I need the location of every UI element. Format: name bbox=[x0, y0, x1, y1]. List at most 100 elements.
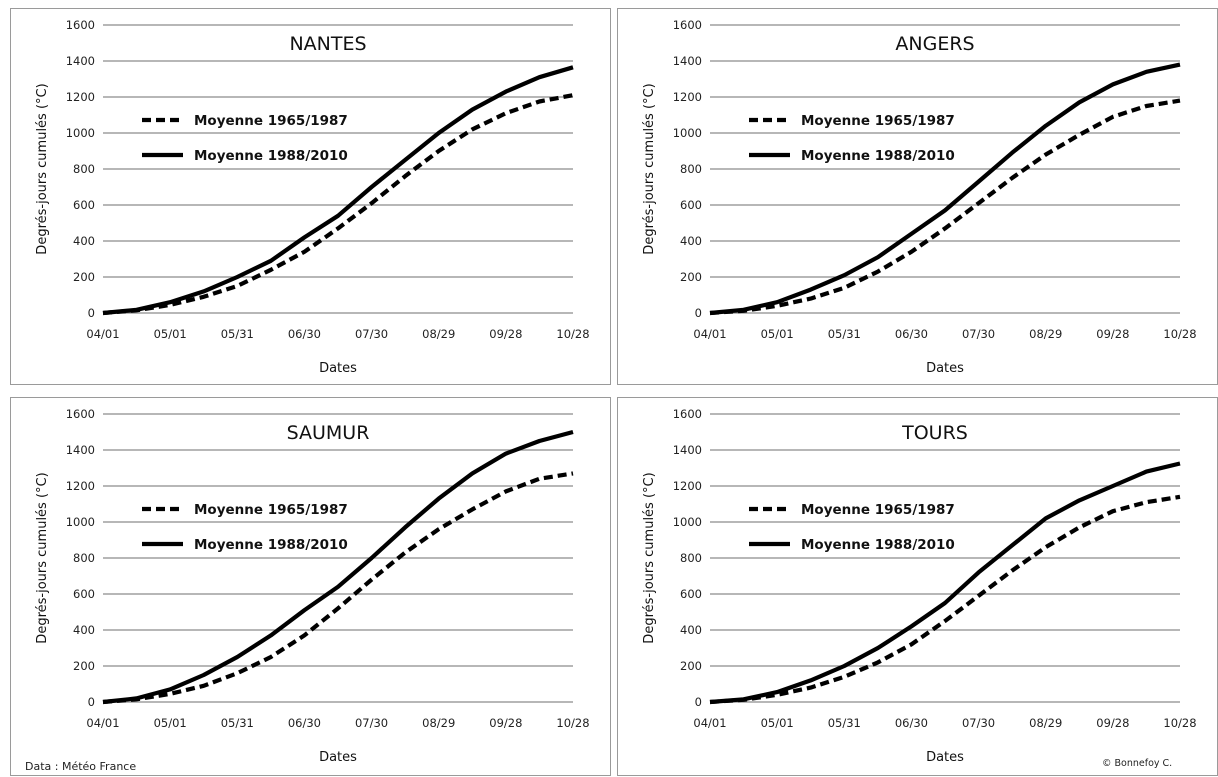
x-tick-label: 07/30 bbox=[355, 327, 388, 341]
source-note: Data : Météo France bbox=[25, 760, 137, 773]
series-line-1988-2010 bbox=[709, 62, 1181, 316]
x-tick-label: 10/28 bbox=[1163, 716, 1196, 730]
x-tick-label: 10/28 bbox=[556, 327, 589, 341]
chart-svg-angers: 0 200 400 600 800 1000 1200 1400 1600 04/01 05/01 0… bbox=[642, 18, 1197, 376]
y-tick-label: 800 bbox=[73, 551, 95, 565]
x-axis-title: Dates bbox=[319, 750, 357, 765]
y-tick-label: 0 bbox=[695, 306, 702, 320]
chart-svg-saumur: 0 200 400 600 800 1000 1200 1400 1600 04/01 05/01 0… bbox=[35, 407, 590, 765]
x-tick-label: 09/28 bbox=[489, 327, 522, 341]
y-tick-label: 1400 bbox=[66, 54, 95, 68]
chart-title-tours: TOURS bbox=[901, 422, 968, 444]
y-axis-title: Degrés-jours cumulés (°C) bbox=[642, 472, 657, 643]
y-tick-label: 400 bbox=[73, 623, 95, 637]
legend-label: Moyenne 1965/1987 bbox=[194, 502, 348, 518]
chart-panel-angers: 0 200 400 600 800 1000 1200 1400 1600 04/01 05/01 0… bbox=[617, 8, 1218, 385]
x-tick-label: 05/01 bbox=[154, 716, 187, 730]
legend-label: Moyenne 1965/1987 bbox=[194, 113, 348, 129]
legend-label: Moyenne 1988/2010 bbox=[194, 148, 348, 164]
y-tick-label: 1000 bbox=[673, 126, 702, 140]
legend-label: Moyenne 1965/1987 bbox=[801, 113, 955, 129]
y-tick-label: 1600 bbox=[66, 18, 95, 32]
chart-svg-tours: 0 200 400 600 800 1000 1200 1400 1600 04/01 05/01 0… bbox=[642, 407, 1197, 765]
credit-note: © Bonnefoy C. bbox=[1102, 758, 1173, 769]
y-tick-label: 200 bbox=[680, 659, 702, 673]
x-tick-label: 08/29 bbox=[1029, 327, 1062, 341]
series-line-1988-2010 bbox=[102, 429, 574, 705]
x-tick-label: 06/30 bbox=[288, 327, 321, 341]
y-tick-label: 1600 bbox=[673, 18, 702, 32]
y-tick-label: 800 bbox=[680, 162, 702, 176]
x-tick-label: 05/01 bbox=[761, 327, 794, 341]
series-line-1988-2010 bbox=[102, 65, 574, 316]
y-tick-label: 200 bbox=[73, 270, 95, 284]
x-tick-label: 09/28 bbox=[489, 716, 522, 730]
x-tick-label: 10/28 bbox=[1163, 327, 1196, 341]
x-tick-label: 06/30 bbox=[288, 716, 321, 730]
y-tick-label: 0 bbox=[88, 695, 95, 709]
y-tick-label: 1200 bbox=[66, 90, 95, 104]
x-tick-label: 06/30 bbox=[895, 716, 928, 730]
x-tick-label: 05/31 bbox=[221, 327, 254, 341]
series-line-1965-1987 bbox=[709, 98, 1181, 316]
y-tick-label: 400 bbox=[73, 234, 95, 248]
y-tick-label: 1000 bbox=[66, 515, 95, 529]
y-tick-label: 600 bbox=[73, 198, 95, 212]
x-tick-label: 07/30 bbox=[355, 716, 388, 730]
y-tick-label: 800 bbox=[73, 162, 95, 176]
x-tick-label: 08/29 bbox=[1029, 716, 1062, 730]
x-tick-label: 04/01 bbox=[86, 327, 119, 341]
x-tick-label: 05/31 bbox=[828, 327, 861, 341]
y-tick-label: 0 bbox=[695, 695, 702, 709]
y-tick-label: 1600 bbox=[673, 407, 702, 421]
y-tick-label: 800 bbox=[680, 551, 702, 565]
y-tick-label: 200 bbox=[680, 270, 702, 284]
x-tick-label: 09/28 bbox=[1096, 327, 1129, 341]
legend-label: Moyenne 1988/2010 bbox=[801, 148, 955, 164]
x-tick-label: 06/30 bbox=[895, 327, 928, 341]
legend-label: Moyenne 1988/2010 bbox=[194, 537, 348, 553]
x-tick-label: 10/28 bbox=[556, 716, 589, 730]
series-line-1988-2010 bbox=[709, 461, 1181, 705]
y-tick-label: 600 bbox=[73, 587, 95, 601]
legend-label: Moyenne 1965/1987 bbox=[801, 502, 955, 518]
chart-title-nantes: NANTES bbox=[289, 33, 366, 55]
y-tick-label: 1400 bbox=[673, 443, 702, 457]
x-axis-title: Dates bbox=[926, 750, 964, 765]
series-line-1965-1987 bbox=[102, 471, 574, 705]
y-tick-label: 1200 bbox=[673, 90, 702, 104]
y-tick-label: 600 bbox=[680, 587, 702, 601]
x-tick-label: 04/01 bbox=[693, 327, 726, 341]
y-tick-label: 200 bbox=[73, 659, 95, 673]
series-line-1965-1987 bbox=[709, 494, 1181, 705]
chart-panel-tours: 0 200 400 600 800 1000 1200 1400 1600 04/01 05/01 0… bbox=[617, 397, 1218, 776]
y-axis-title: Degrés-jours cumulés (°C) bbox=[35, 83, 50, 254]
chart-panel-saumur: 0 200 400 600 800 1000 1200 1400 1600 04/01 05/01 0… bbox=[10, 397, 611, 776]
x-tick-label: 04/01 bbox=[693, 716, 726, 730]
y-axis-title: Degrés-jours cumulés (°C) bbox=[642, 83, 657, 254]
x-tick-label: 09/28 bbox=[1096, 716, 1129, 730]
x-tick-label: 08/29 bbox=[422, 327, 455, 341]
y-tick-label: 1400 bbox=[673, 54, 702, 68]
x-axis-title: Dates bbox=[926, 361, 964, 376]
y-tick-label: 0 bbox=[88, 306, 95, 320]
y-tick-label: 1000 bbox=[673, 515, 702, 529]
chart-title-angers: ANGERS bbox=[895, 33, 974, 55]
y-tick-label: 1200 bbox=[673, 479, 702, 493]
y-tick-label: 1600 bbox=[66, 407, 95, 421]
y-tick-label: 1200 bbox=[66, 479, 95, 493]
x-tick-label: 08/29 bbox=[422, 716, 455, 730]
x-tick-label: 05/01 bbox=[154, 327, 187, 341]
legend-label: Moyenne 1988/2010 bbox=[801, 537, 955, 553]
series-line-1965-1987 bbox=[102, 93, 574, 316]
x-tick-label: 05/31 bbox=[828, 716, 861, 730]
chart-title-saumur: SAUMUR bbox=[287, 422, 370, 444]
x-tick-label: 07/30 bbox=[962, 716, 995, 730]
y-tick-label: 600 bbox=[680, 198, 702, 212]
x-tick-label: 04/01 bbox=[86, 716, 119, 730]
y-tick-label: 1000 bbox=[66, 126, 95, 140]
y-tick-label: 400 bbox=[680, 623, 702, 637]
chart-svg-nantes: 0 200 400 600 800 1000 1200 1400 1600 04/01 05/01 0… bbox=[35, 18, 590, 376]
y-tick-label: 1400 bbox=[66, 443, 95, 457]
y-tick-label: 400 bbox=[680, 234, 702, 248]
